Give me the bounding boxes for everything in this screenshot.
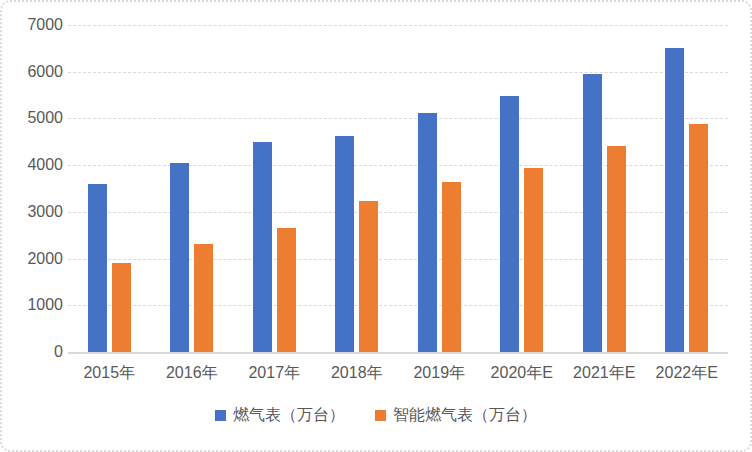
legend-marker-gas-meter (215, 410, 226, 421)
y-tick-label: 3000 (2, 203, 63, 221)
x-tick-label-2019年: 2019年 (398, 363, 481, 384)
legend-label-gas-meter: 燃气表（万台） (233, 405, 345, 426)
bar-gas-meter-2017年 (253, 142, 272, 352)
bar-smart-gas-meter-2018年 (359, 201, 378, 352)
bar-group-2019年 (398, 25, 481, 352)
legend-label-smart-gas-meter: 智能燃气表（万台） (393, 405, 537, 426)
bar-smart-gas-meter-2021年E (607, 146, 626, 352)
legend-item-smart-gas-meter: 智能燃气表（万台） (375, 405, 537, 426)
y-tick-label: 5000 (2, 109, 63, 127)
bar-smart-gas-meter-2016年 (194, 244, 213, 352)
bar-smart-gas-meter-2020年E (524, 168, 543, 352)
x-tick-label-2018年: 2018年 (316, 363, 399, 384)
legend-item-gas-meter: 燃气表（万台） (215, 405, 345, 426)
bar-gas-meter-2015年 (88, 184, 107, 352)
bar-gas-meter-2022年E (665, 48, 684, 352)
bar-group-2020年E (481, 25, 564, 352)
bar-group-2015年 (68, 25, 151, 352)
bar-gas-meter-2020年E (500, 96, 519, 352)
bar-gas-meter-2019年 (418, 113, 437, 352)
x-tick-label-2015年: 2015年 (68, 363, 151, 384)
x-tick-label-2022年E: 2022年E (646, 363, 729, 384)
bar-group-2018年 (316, 25, 399, 352)
bar-smart-gas-meter-2022年E (689, 124, 708, 352)
bar-group-2021年E (563, 25, 646, 352)
bar-group-2017年 (233, 25, 316, 352)
x-axis-line (68, 352, 728, 354)
x-tick-label-2021年E: 2021年E (563, 363, 646, 384)
x-tick-label-2017年: 2017年 (233, 363, 316, 384)
bar-smart-gas-meter-2017年 (277, 228, 296, 352)
y-tick-label: 7000 (2, 16, 63, 34)
y-tick-label: 2000 (2, 250, 63, 268)
y-tick-label: 6000 (2, 63, 63, 81)
plot-area (68, 25, 728, 352)
x-tick-label-2020年E: 2020年E (481, 363, 564, 384)
y-tick-label: 0 (2, 343, 63, 361)
bar-groups (68, 25, 728, 352)
bar-group-2016年 (151, 25, 234, 352)
bar-gas-meter-2016年 (170, 163, 189, 352)
x-axis: 2015年2016年2017年2018年2019年2020年E2021年E202… (68, 363, 728, 384)
bar-smart-gas-meter-2019年 (442, 182, 461, 353)
bar-chart: 0 1000 2000 3000 4000 5000 6000 7000 2015年2016年… (0, 0, 752, 452)
bar-smart-gas-meter-2015年 (112, 263, 131, 352)
legend-marker-smart-gas-meter (375, 410, 386, 421)
bar-gas-meter-2018年 (335, 136, 354, 352)
y-tick-label: 1000 (2, 296, 63, 314)
y-tick-label: 4000 (2, 156, 63, 174)
legend: 燃气表（万台） 智能燃气表（万台） (2, 405, 750, 426)
x-tick-label-2016年: 2016年 (151, 363, 234, 384)
bar-group-2022年E (646, 25, 729, 352)
bar-gas-meter-2021年E (583, 74, 602, 352)
